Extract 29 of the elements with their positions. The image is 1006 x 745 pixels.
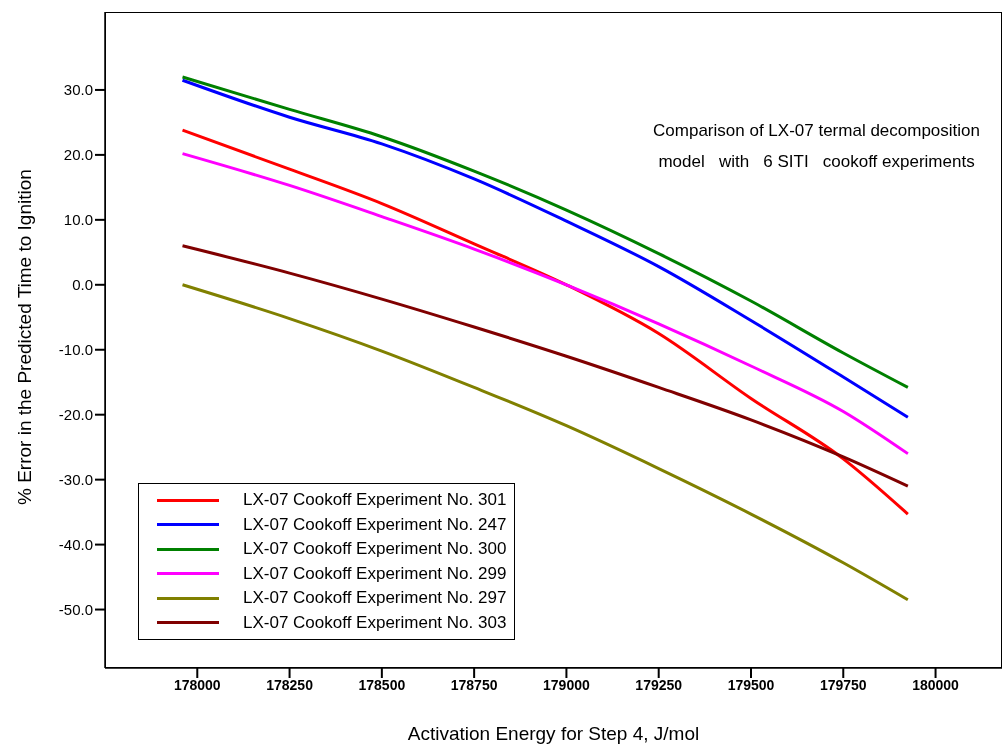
- x-tick-label: 179250: [635, 676, 683, 693]
- y-tick-label: 0.0: [72, 276, 93, 294]
- x-tick-label: 178000: [173, 676, 221, 693]
- x-tick-label: 178250: [266, 676, 314, 693]
- x-tick-label: 178750: [450, 676, 498, 693]
- legend-label: LX-07 Cookoff Experiment No. 300: [243, 539, 507, 560]
- y-tick-label: -50.0: [58, 600, 93, 618]
- legend-label: LX-07 Cookoff Experiment No. 303: [243, 612, 507, 633]
- y-tick-label: 20.0: [63, 146, 93, 164]
- x-tick-label: 179000: [543, 676, 590, 693]
- x-tick-label: 178500: [358, 676, 406, 693]
- line-series: [181, 244, 910, 488]
- legend-label: LX-07 Cookoff Experiment No. 301: [243, 490, 507, 511]
- legend-label: LX-07 Cookoff Experiment No. 297: [243, 588, 507, 609]
- y-tick-label: -30.0: [58, 470, 93, 488]
- y-tick-label: 30.0: [63, 81, 93, 99]
- y-axis-title: % Error in the Predicted Time to Ignition: [13, 169, 35, 505]
- x-axis-title: Activation Energy for Step 4, J/mol: [407, 723, 700, 744]
- y-tick-label: 10.0: [63, 211, 93, 229]
- y-tick-label: -40.0: [58, 535, 93, 553]
- x-tick-label: 179500: [727, 676, 775, 693]
- y-tick-label: -10.0: [58, 341, 93, 359]
- annotation: model with 6 SITI cookoff experiments: [657, 151, 976, 173]
- annotation: Comparison of LX-07 termal decomposition: [653, 120, 980, 142]
- legend-label: LX-07 Cookoff Experiment No. 247: [243, 514, 507, 535]
- x-tick-label: 180000: [912, 676, 960, 693]
- legend-label: LX-07 Cookoff Experiment No. 299: [243, 563, 507, 584]
- x-tick-label: 179750: [819, 676, 867, 693]
- y-tick-label: -20.0: [58, 406, 93, 424]
